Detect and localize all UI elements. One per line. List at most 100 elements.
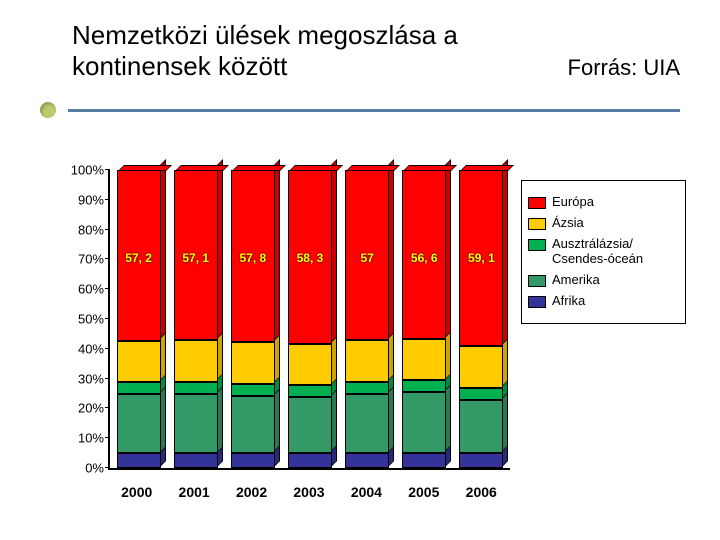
bar-segment <box>402 453 446 468</box>
bar-value-label: 58, 3 <box>297 251 324 265</box>
legend-label: Európa <box>552 195 594 210</box>
chart-area: 57, 2 57, 1 57, 8 58, 3 57 56, 6 59, 1 0% 10% 20… <box>30 170 690 510</box>
bar-value-label: 56, 6 <box>411 251 438 265</box>
bar-segment <box>459 346 503 388</box>
bar-value-label: 57, 2 <box>125 251 152 265</box>
y-tick-label: 40% <box>60 341 104 356</box>
bar-segment <box>174 453 218 468</box>
bar-column: 57, 8 <box>231 170 275 468</box>
bar-segment <box>231 453 275 468</box>
legend-item: Afrika <box>528 294 679 309</box>
y-tick-mark <box>105 407 110 408</box>
bar-segment <box>174 340 218 381</box>
plot-region: 57, 257, 157, 858, 35756, 659, 1 0%10%20… <box>108 170 510 470</box>
bar-segment <box>345 382 389 394</box>
x-tick-label: 2001 <box>172 484 216 500</box>
bar-column: 58, 3 <box>288 170 332 468</box>
source-label: Forrás: UIA <box>568 55 680 81</box>
bar-segment <box>174 382 218 394</box>
legend-swatch <box>528 197 546 209</box>
bar-segment: 56, 6 <box>402 170 446 339</box>
bar-value-label: 57, 8 <box>239 251 266 265</box>
y-tick-mark <box>105 437 110 438</box>
bar-column: 57, 1 <box>174 170 218 468</box>
legend-item: Ázsia <box>528 216 679 231</box>
title-line-1: Nemzetközi ülések megoszlása a <box>72 20 680 51</box>
bar-segment <box>231 384 275 396</box>
bar-value-label: 59, 1 <box>468 251 495 265</box>
bar-segment <box>174 394 218 454</box>
legend-swatch <box>528 296 546 308</box>
y-tick-mark <box>105 169 110 170</box>
y-tick-label: 10% <box>60 431 104 446</box>
bar-segment <box>117 394 161 454</box>
y-tick-mark <box>105 258 110 259</box>
x-axis-labels: 2000 2001 2002 2003 2004 2005 2006 <box>108 484 510 500</box>
bar-column: 59, 1 <box>459 170 503 468</box>
y-tick-label: 60% <box>60 282 104 297</box>
bar-segment: 58, 3 <box>288 170 332 344</box>
y-tick-label: 0% <box>60 461 104 476</box>
legend-item: Amerika <box>528 273 679 288</box>
bar-segment <box>402 339 446 381</box>
legend-item: Ausztrálázsia/Csendes-óceán <box>528 237 679 267</box>
bar-column: 56, 6 <box>402 170 446 468</box>
bar-segment <box>117 382 161 394</box>
bar-segment <box>459 453 503 468</box>
bar-segment <box>345 453 389 468</box>
bar-segment <box>345 394 389 454</box>
bars-container: 57, 2 57, 1 57, 8 58, 3 57 56, 6 59, 1 <box>110 170 510 468</box>
x-tick-label: 2004 <box>344 484 388 500</box>
y-tick-mark <box>105 348 110 349</box>
x-tick-label: 2000 <box>115 484 159 500</box>
y-tick-label: 80% <box>60 222 104 237</box>
bar-segment <box>402 380 446 392</box>
y-tick-label: 30% <box>60 371 104 386</box>
bar-segment <box>288 344 332 386</box>
bar-segment <box>459 388 503 400</box>
title-line-2: kontinensek között <box>72 51 287 82</box>
bar-segment <box>345 340 389 382</box>
legend-item: Európa <box>528 195 679 210</box>
legend-swatch <box>528 275 546 287</box>
bar-segment <box>117 341 161 382</box>
x-tick-label: 2003 <box>287 484 331 500</box>
bar-segment: 59, 1 <box>459 170 503 346</box>
y-tick-label: 70% <box>60 252 104 267</box>
x-tick-label: 2005 <box>402 484 446 500</box>
bar-value-label: 57 <box>360 251 373 265</box>
bar-segment <box>288 397 332 453</box>
bar-segment: 57, 2 <box>117 170 161 340</box>
title-underline <box>40 108 680 112</box>
y-tick-mark <box>105 288 110 289</box>
bar-segment <box>231 396 275 453</box>
bar-segment <box>288 453 332 468</box>
y-tick-mark <box>105 199 110 200</box>
y-tick-label: 90% <box>60 192 104 207</box>
y-tick-mark <box>105 467 110 468</box>
legend-label: Afrika <box>552 294 585 309</box>
bullet-icon <box>40 102 56 118</box>
legend-swatch <box>528 218 546 230</box>
bar-segment <box>402 392 446 453</box>
y-tick-mark <box>105 229 110 230</box>
bar-segment <box>459 400 503 453</box>
legend-label: Ausztrálázsia/Csendes-óceán <box>552 237 643 267</box>
y-tick-label: 100% <box>60 163 104 178</box>
y-tick-mark <box>105 318 110 319</box>
bar-segment: 57, 1 <box>174 170 218 340</box>
title-block: Nemzetközi ülések megoszlása a kontinens… <box>72 20 680 82</box>
legend-label: Amerika <box>552 273 600 288</box>
legend-label: Ázsia <box>552 216 584 231</box>
y-tick-mark <box>105 378 110 379</box>
x-tick-label: 2006 <box>459 484 503 500</box>
horizontal-rule <box>68 109 680 112</box>
bar-value-label: 57, 1 <box>182 251 209 265</box>
bar-segment <box>117 453 161 468</box>
bar-segment <box>288 385 332 397</box>
bar-column: 57 <box>345 170 389 468</box>
y-tick-label: 50% <box>60 312 104 327</box>
legend: Európa Ázsia Ausztrálázsia/Csendes-óceán Am… <box>521 180 686 324</box>
y-tick-label: 20% <box>60 401 104 416</box>
x-tick-label: 2002 <box>230 484 274 500</box>
